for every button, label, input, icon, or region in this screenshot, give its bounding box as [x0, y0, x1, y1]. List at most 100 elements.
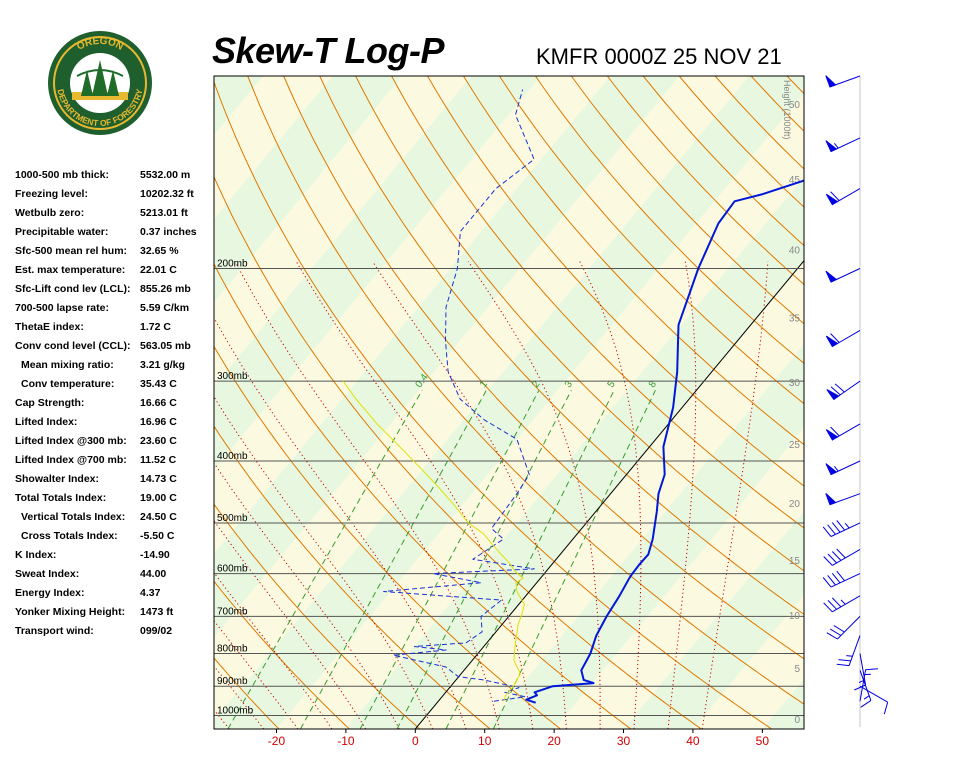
x-tick-label: 30 — [617, 734, 631, 748]
stat-label: Freezing level: — [15, 188, 88, 200]
dry-adiabat — [214, 262, 632, 729]
dry-adiabat — [0, 76, 68, 729]
stat-row: Vertical Totals Index: 24.50 C — [15, 509, 215, 528]
logo-gold-ring — [53, 36, 147, 130]
stat-value: 1.72 C — [140, 321, 171, 333]
mixing-ratio-line — [359, 389, 540, 729]
dry-adiabat — [319, 76, 804, 616]
stat-value: 4.37 — [140, 587, 161, 599]
isotherm-band — [214, 76, 264, 136]
stat-row: 700-500 lapse rate: 5.59 C/km — [15, 300, 215, 319]
temperature-profile-line — [525, 179, 804, 704]
stat-row: K Index: -14.90 — [15, 547, 215, 566]
mixing-ratio-label: 2 — [530, 379, 542, 390]
mixing-ratio-line — [445, 389, 615, 729]
dry-adiabat — [823, 76, 960, 729]
stat-label: Transport wind: — [15, 625, 94, 637]
height-tick-label: 25 — [789, 440, 801, 451]
stat-label: Conv cond level (CCL): — [15, 340, 131, 352]
stat-value: 563.05 mb — [140, 340, 191, 352]
x-tick-label: 20 — [547, 734, 561, 748]
pressure-label: 800mb — [217, 643, 248, 654]
stat-value: 22.01 C — [140, 264, 177, 276]
x-tick-label: -10 — [337, 734, 355, 748]
dry-adiabat — [247, 76, 804, 705]
stat-label: Cross Totals Index: — [21, 530, 118, 542]
dry-adiabat — [463, 76, 804, 446]
stat-label: ThetaE index: — [15, 321, 84, 333]
stat-row: Est. max temperature: 22.01 C — [15, 262, 215, 281]
stat-value: 099/02 — [140, 625, 173, 637]
mixing-ratio-label: 8 — [647, 379, 659, 390]
logo-top-text: OREGON — [75, 36, 125, 53]
pressure-label: 1000mb — [217, 705, 254, 716]
dry-adiabat — [214, 175, 702, 729]
stat-row: Yonker Mixing Height: 1473 ft — [15, 604, 215, 623]
stat-row: 1000-500 mb thick: 5532.00 m — [15, 167, 215, 186]
height-tick-label: 35 — [789, 313, 801, 324]
height-tick-label: 45 — [789, 175, 801, 186]
height-tick-label: 50 — [789, 100, 801, 111]
logo-mountain — [76, 69, 124, 77]
moist-adiabat — [667, 261, 697, 729]
dry-adiabat — [214, 425, 491, 729]
stat-row: Transport wind: 099/02 — [15, 623, 215, 642]
logo-tree-left — [81, 70, 93, 96]
height-tick-label: 15 — [789, 556, 801, 567]
dry-adiabat — [214, 503, 421, 729]
plot-area: 0.4 1 2 3 5 8200mb300mb400mb500mb600mb700mb80… — [0, 76, 960, 729]
stat-label: Precipitable water: — [15, 226, 109, 238]
dry-adiabat — [214, 580, 350, 729]
pressure-label: 700mb — [217, 606, 248, 617]
height-tick-label: 0 — [794, 715, 800, 726]
pressure-label: 900mb — [217, 676, 248, 687]
moist-adiabat — [295, 261, 534, 729]
stat-label: Cap Strength: — [15, 397, 85, 409]
stat-label: K Index: — [15, 549, 57, 561]
station-time-subtitle: KMFR 0000Z 25 NOV 21 — [536, 44, 782, 69]
isotherm-band — [623, 511, 804, 729]
stat-row: Sfc-500 mean rel hum: 32.65 % — [15, 243, 215, 262]
stat-label: Wetbulb zero: — [15, 207, 85, 219]
stat-row: Conv temperature: 35.43 C — [15, 376, 215, 395]
stat-value: 0.37 inches — [140, 226, 197, 238]
stat-label: Sfc-500 mean rel hum: — [15, 245, 128, 257]
dry-adiabat — [214, 345, 561, 729]
stat-label: 1000-500 mb thick: — [15, 169, 109, 181]
page-title: Skew-T Log-P — [212, 30, 445, 71]
stat-value: 24.50 C — [140, 511, 177, 523]
stat-value: 23.60 C — [140, 435, 177, 447]
stat-label: Vertical Totals Index: — [21, 511, 126, 523]
stat-row: Total Totals Index: 19.00 C — [15, 490, 215, 509]
mixing-ratio-line — [300, 389, 487, 729]
x-tick-label: 50 — [756, 734, 770, 748]
isotherm-band — [484, 344, 804, 729]
stat-label: Lifted Index @700 mb: — [15, 454, 127, 466]
stat-label: Conv temperature: — [21, 378, 115, 390]
stat-label: Sweat Index: — [15, 568, 80, 580]
stat-row: Wetbulb zero: 5213.01 ft — [15, 205, 215, 224]
zero-isotherm — [414, 259, 804, 729]
isotherm-band — [214, 76, 541, 470]
height-tick-label: 10 — [789, 611, 801, 622]
height-tick-label: 20 — [789, 499, 801, 510]
svg-text:OREGON: OREGON — [75, 36, 125, 53]
stat-value: 32.65 % — [140, 245, 179, 257]
dry-adiabat — [427, 76, 804, 487]
stat-value: 10202.32 ft — [140, 188, 194, 200]
mixing-ratio-line — [492, 389, 656, 729]
isotherm-band — [214, 76, 680, 638]
stat-value: 44.00 — [140, 568, 167, 580]
moist-adiabat — [234, 261, 500, 729]
stat-label: Lifted Index: — [15, 416, 78, 428]
stat-value: 5532.00 m — [140, 169, 191, 181]
pressure-label: 500mb — [217, 513, 248, 524]
stat-row: Sweat Index: 44.00 — [15, 566, 215, 585]
stat-value: 35.43 C — [140, 378, 177, 390]
pressure-label: 600mb — [217, 564, 248, 575]
pressure-label: 400mb — [217, 451, 248, 462]
plot-frame — [213, 75, 805, 730]
moist-adiabat — [701, 261, 769, 729]
stat-label: Showalter Index: — [15, 473, 100, 485]
moist-adiabat — [214, 395, 434, 729]
